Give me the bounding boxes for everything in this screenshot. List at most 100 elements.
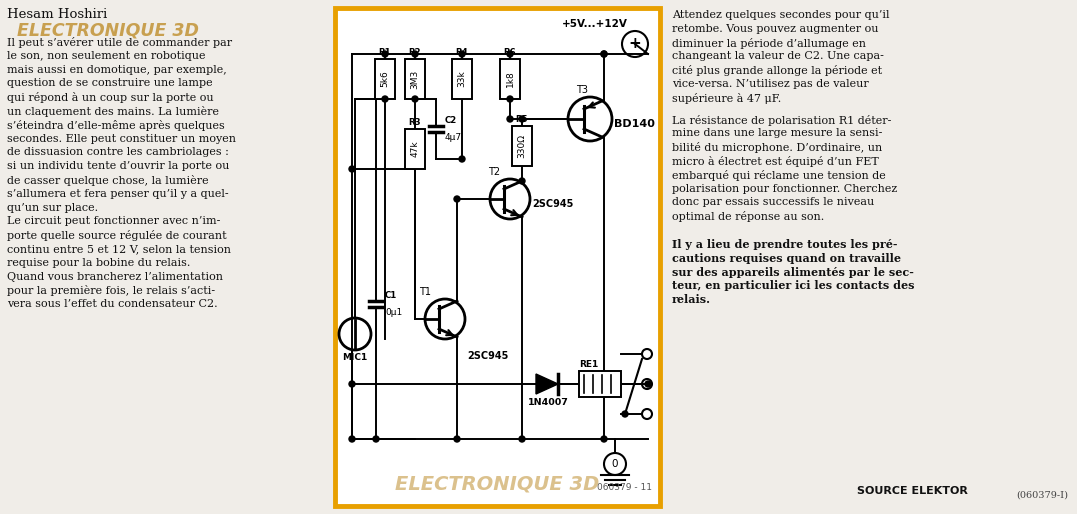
Circle shape [507,96,513,102]
Text: 1N4007: 1N4007 [528,398,569,407]
Text: MIC1: MIC1 [342,353,367,362]
Text: C1: C1 [384,291,397,300]
Circle shape [601,436,607,442]
Circle shape [519,116,524,122]
Text: mais aussi en domotique, par exemple,: mais aussi en domotique, par exemple, [6,65,227,75]
Text: qu’un sur place.: qu’un sur place. [6,203,98,213]
Text: vice-versa. N’utilisez pas de valeur: vice-versa. N’utilisez pas de valeur [672,79,869,89]
Text: diminuer la période d’allumage en: diminuer la période d’allumage en [672,38,866,49]
Text: SOURCE ELEKTOR: SOURCE ELEKTOR [856,486,967,496]
Circle shape [519,436,524,442]
Circle shape [412,96,418,102]
Text: mine dans une large mesure la sensi-: mine dans une large mesure la sensi- [672,128,882,138]
Text: ELECTRONIQUE 3D: ELECTRONIQUE 3D [17,22,199,40]
Text: porte quelle source régulée de courant: porte quelle source régulée de courant [6,230,226,241]
Text: R1: R1 [379,48,391,57]
Text: question de se construire une lampe: question de se construire une lampe [6,79,212,88]
Text: cité plus grande allonge la période et: cité plus grande allonge la période et [672,65,882,76]
Text: 2SC945: 2SC945 [532,199,573,209]
Text: Hesam Hoshiri: Hesam Hoshiri [6,8,108,21]
Text: 3M3: 3M3 [410,69,420,88]
Circle shape [412,51,418,57]
Text: changeant la valeur de C2. Une capa-: changeant la valeur de C2. Une capa- [672,51,884,61]
Text: T2: T2 [488,167,500,177]
Text: 2SC945: 2SC945 [467,351,508,361]
Text: R5: R5 [516,115,528,124]
Text: T3: T3 [576,85,588,95]
Text: (060379-I): (060379-I) [1016,491,1068,500]
Circle shape [382,96,388,102]
Text: C2: C2 [445,116,458,125]
Text: s’éteindra d’elle-même après quelques: s’éteindra d’elle-même après quelques [6,120,225,131]
Circle shape [382,51,388,57]
Circle shape [349,381,355,387]
Text: 0: 0 [612,459,618,469]
Text: Il peut s’avérer utile de commander par: Il peut s’avérer utile de commander par [6,37,233,48]
Circle shape [507,116,513,122]
Text: +5V...+12V: +5V...+12V [562,19,628,29]
Circle shape [454,196,460,202]
Text: R2: R2 [408,48,421,57]
Circle shape [349,166,355,172]
Text: teur, en particulier ici les contacts des: teur, en particulier ici les contacts de… [672,281,914,291]
Bar [375,59,395,99]
Text: de casser quelque chose, la lumière: de casser quelque chose, la lumière [6,175,209,186]
Text: polarisation pour fonctionner. Cherchez: polarisation pour fonctionner. Cherchez [672,183,897,194]
Bar [452,59,472,99]
Text: RE1: RE1 [579,360,598,369]
Text: continu entre 5 et 12 V, selon la tension: continu entre 5 et 12 V, selon la tensio… [6,244,230,254]
Text: 4μ7: 4μ7 [445,133,462,142]
Text: le son, non seulement en robotique: le son, non seulement en robotique [6,51,206,61]
Text: sur des appareils alimentés par le sec-: sur des appareils alimentés par le sec- [672,267,914,278]
Circle shape [454,436,460,442]
Text: un claquement des mains. La lumière: un claquement des mains. La lumière [6,106,219,117]
Text: si un individu tente d’ouvrir la porte ou: si un individu tente d’ouvrir la porte o… [6,161,229,171]
Text: cautions requises quand on travaille: cautions requises quand on travaille [672,253,901,264]
Text: 060379 - 11: 060379 - 11 [597,483,652,492]
Bar [405,129,425,169]
Circle shape [601,51,607,57]
Text: R6: R6 [504,48,516,57]
Text: 0μ1: 0μ1 [384,308,402,317]
Text: vera sous l’effet du condensateur C2.: vera sous l’effet du condensateur C2. [6,299,218,309]
Text: donc par essais successifs le niveau: donc par essais successifs le niveau [672,197,875,208]
Text: Le circuit peut fonctionner avec n’im-: Le circuit peut fonctionner avec n’im- [6,216,221,226]
Text: BD140: BD140 [614,119,655,129]
Polygon shape [536,374,558,394]
Circle shape [459,51,465,57]
Text: qui répond à un coup sur la porte ou: qui répond à un coup sur la porte ou [6,92,213,103]
Text: bilité du microphone. D’ordinaire, un: bilité du microphone. D’ordinaire, un [672,142,882,153]
Text: secondes. Elle peut constituer un moyen: secondes. Elle peut constituer un moyen [6,134,236,143]
Circle shape [459,156,465,162]
Circle shape [507,51,513,57]
Text: 1k8: 1k8 [505,70,515,87]
Text: La résistance de polarisation R1 déter-: La résistance de polarisation R1 déter- [672,115,892,125]
Bar [512,126,532,166]
Text: 330Ω: 330Ω [518,134,527,158]
Circle shape [645,381,651,387]
Text: embarqué qui réclame une tension de: embarqué qui réclame une tension de [672,170,885,181]
Text: +: + [629,36,642,51]
Text: Quand vous brancherez l’alimentation: Quand vous brancherez l’alimentation [6,271,223,282]
Text: R4: R4 [456,48,468,57]
Text: Attendez quelques secondes pour qu’il: Attendez quelques secondes pour qu’il [672,10,890,20]
Text: relais.: relais. [672,294,711,305]
Circle shape [623,411,628,417]
Bar [579,371,621,397]
Circle shape [373,436,379,442]
Bar [500,59,520,99]
Bar [405,59,425,99]
Text: pour la première fois, le relais s’acti-: pour la première fois, le relais s’acti- [6,285,215,297]
Text: R3: R3 [408,118,421,127]
Text: micro à électret est équipé d’un FET: micro à électret est équipé d’un FET [672,156,879,167]
Text: requise pour la bobine du relais.: requise pour la bobine du relais. [6,258,191,268]
Text: 47k: 47k [410,141,420,157]
Circle shape [349,436,355,442]
Text: ELECTRONIQUE 3D: ELECTRONIQUE 3D [395,474,600,493]
Text: s’allumera et fera penser qu’il y a quel-: s’allumera et fera penser qu’il y a quel… [6,189,228,199]
Text: 33k: 33k [458,70,466,87]
Circle shape [519,178,524,184]
Text: de dissuasion contre les cambriolages :: de dissuasion contre les cambriolages : [6,148,229,157]
Text: 5k6: 5k6 [380,70,390,87]
Text: T1: T1 [419,287,431,297]
